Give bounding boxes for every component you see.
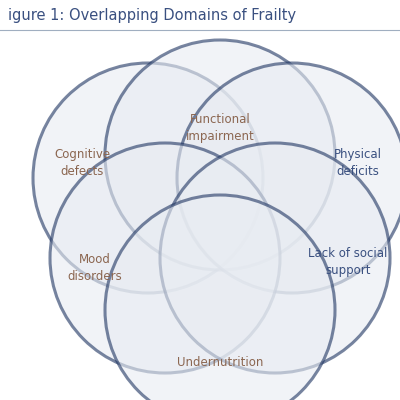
Circle shape: [177, 63, 400, 293]
Text: Cognitive
defects: Cognitive defects: [54, 148, 110, 178]
Text: Physical
deficits: Physical deficits: [334, 148, 382, 178]
Text: Mood
disorders: Mood disorders: [68, 253, 122, 283]
Circle shape: [50, 143, 280, 373]
Circle shape: [105, 195, 335, 400]
Text: Lack of social
support: Lack of social support: [308, 247, 388, 277]
Text: Functional
impairment: Functional impairment: [186, 113, 254, 143]
Circle shape: [105, 40, 335, 270]
Circle shape: [160, 143, 390, 373]
Circle shape: [33, 63, 263, 293]
Text: igure 1: Overlapping Domains of Frailty: igure 1: Overlapping Domains of Frailty: [8, 8, 296, 23]
Text: Undernutrition: Undernutrition: [177, 356, 263, 370]
